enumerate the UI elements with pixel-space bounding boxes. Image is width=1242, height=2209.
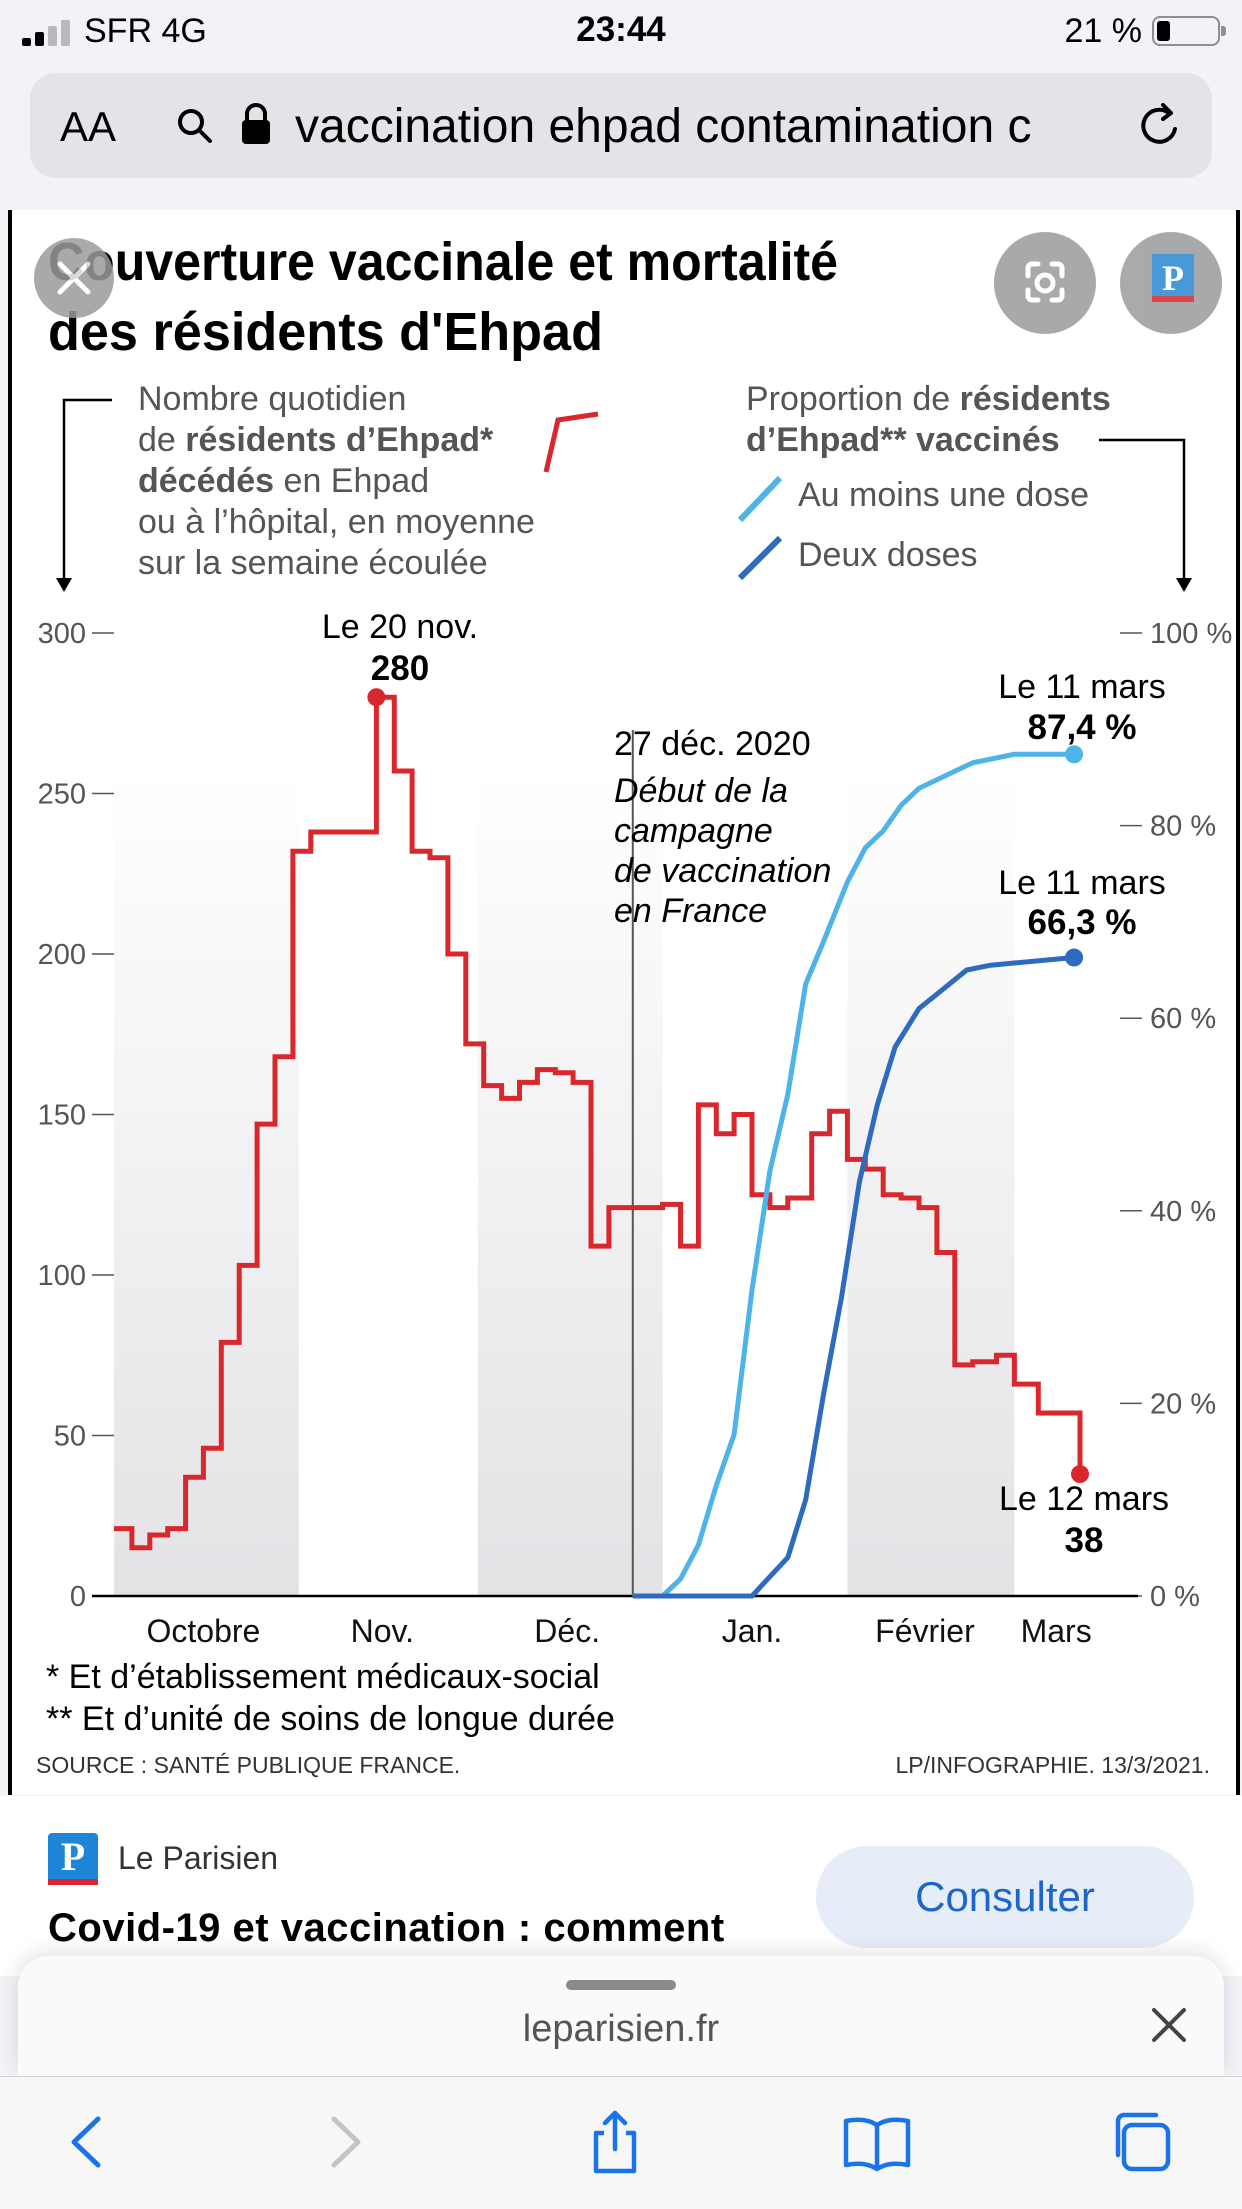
campaign-text-1: Début de la bbox=[614, 772, 788, 810]
carrier-label: SFR 4G bbox=[84, 12, 207, 50]
battery-icon bbox=[1152, 16, 1226, 46]
source-credit: SOURCE : SANTÉ PUBLIQUE FRANCE. bbox=[36, 1752, 460, 1778]
address-bar[interactable]: AA vaccination ehpad contamination c bbox=[30, 73, 1212, 178]
consult-button[interactable]: Consulter bbox=[816, 1846, 1194, 1948]
right-legend: Proportion de résidents d’Ehpad** vaccin… bbox=[737, 380, 1111, 581]
campaign-date: 27 déc. 2020 bbox=[614, 725, 811, 763]
bookmarks-icon[interactable] bbox=[842, 2107, 912, 2177]
left-legend: Nombre quotidien de résidents d’Ehpad* d… bbox=[138, 380, 535, 582]
reload-icon[interactable] bbox=[1135, 101, 1185, 151]
last-value: 38 bbox=[1065, 1521, 1104, 1560]
y-left-tick-label: 100 bbox=[38, 1260, 86, 1292]
article-headline[interactable]: Covid-19 et vaccination : comment bbox=[48, 1906, 725, 1950]
url-text[interactable]: vaccination ehpad contamination c bbox=[295, 100, 1032, 153]
y-left-tick-label: 50 bbox=[54, 1421, 86, 1453]
last-label: Le 12 mars bbox=[999, 1480, 1169, 1518]
series-line-dose2 bbox=[632, 955, 1075, 1599]
bottom-sheet[interactable]: leparisien.fr bbox=[18, 1956, 1224, 2076]
y-left-tick-label: 150 bbox=[38, 1100, 86, 1132]
publisher-badge-button[interactable]: P bbox=[1120, 232, 1222, 334]
y-right-tick-label: 100 % bbox=[1150, 618, 1232, 650]
campaign-text-4: en France bbox=[614, 892, 767, 930]
y-right-tick-label: 40 % bbox=[1150, 1196, 1216, 1228]
y-right-tick-label: 0 % bbox=[1150, 1581, 1200, 1613]
y-left-tick-label: 250 bbox=[38, 779, 86, 811]
back-icon[interactable] bbox=[52, 2107, 122, 2177]
peak-point bbox=[367, 688, 386, 707]
last-death-point bbox=[1071, 1465, 1089, 1484]
infographic: Couverture vaccinale et mortalité des ré… bbox=[8, 210, 1240, 1795]
x-tick-label: Février bbox=[875, 1613, 975, 1649]
x-tick-label: Nov. bbox=[351, 1613, 414, 1649]
svg-text:d’Ehpad** vaccinés: d’Ehpad** vaccinés bbox=[746, 421, 1060, 459]
y-right-tick-label: 60 % bbox=[1150, 1003, 1216, 1035]
y-right-tick-label: 20 % bbox=[1150, 1388, 1216, 1420]
campaign-text-2: campagne bbox=[614, 812, 773, 850]
y-left-tick-label: 200 bbox=[38, 939, 86, 971]
campaign-text-3: de vaccination bbox=[614, 852, 831, 890]
sheet-domain[interactable]: leparisien.fr bbox=[522, 2008, 720, 2050]
le-parisien-logo-icon: P bbox=[1152, 254, 1194, 302]
month-band-2 bbox=[847, 770, 1015, 1596]
chart-title-line2: des résidents d'Ehpad bbox=[48, 302, 603, 362]
left-legend-line1: Nombre quotidien bbox=[138, 380, 406, 418]
lens-search-button[interactable] bbox=[994, 232, 1096, 334]
text-size-button[interactable]: AA bbox=[60, 103, 117, 150]
battery-percent: 21 % bbox=[1064, 12, 1143, 50]
lock-icon bbox=[242, 103, 270, 144]
left-legend-line3: décédés en Ehpad bbox=[138, 462, 429, 500]
month-band-0 bbox=[114, 770, 299, 1596]
chart: Couverture vaccinale et mortalité des ré… bbox=[36, 232, 1232, 1778]
sheet-grabber[interactable] bbox=[566, 1980, 676, 1990]
x-tick-label: Jan. bbox=[722, 1613, 782, 1649]
y-left-tick-label: 0 bbox=[70, 1581, 86, 1613]
close-icon[interactable] bbox=[1144, 2000, 1194, 2050]
browser-toolbar bbox=[0, 2076, 1242, 2209]
left-legend-line4: ou à l’hôpital, en moyenne bbox=[138, 503, 535, 541]
footnote-2: ** Et d’unité de soins de longue durée bbox=[46, 1700, 615, 1738]
legend-dose2: Deux doses bbox=[798, 536, 978, 574]
x-tick-label: Déc. bbox=[534, 1613, 600, 1649]
dose2-label: Le 11 mars bbox=[998, 864, 1166, 902]
dose2-end-point bbox=[1065, 948, 1084, 967]
left-legend-line5: sur la semaine écoulée bbox=[138, 544, 488, 582]
share-icon[interactable] bbox=[580, 2107, 650, 2177]
y-left-tick-label: 300 bbox=[38, 618, 86, 650]
close-icon bbox=[57, 261, 91, 295]
legend-dose1: Au moins une dose bbox=[798, 476, 1089, 514]
cell-signal-icon bbox=[22, 18, 74, 46]
series-line-dose1 bbox=[632, 751, 1074, 1599]
chart-title-line1: Couverture vaccinale et mortalité bbox=[48, 232, 838, 292]
lens-icon bbox=[1025, 261, 1065, 303]
peak-label: Le 20 nov. bbox=[322, 608, 478, 646]
le-parisien-logo-icon: P bbox=[48, 1833, 98, 1885]
series-line-deaths bbox=[114, 694, 1083, 1551]
peak-value: 280 bbox=[371, 649, 429, 688]
forward-icon[interactable] bbox=[310, 2107, 380, 2177]
legend-swatch-deaths bbox=[543, 411, 599, 473]
dose1-value: 87,4 % bbox=[1028, 708, 1137, 747]
status-bar: SFR 4G 23:44 21 % bbox=[0, 0, 1242, 64]
x-tick-label: Octobre bbox=[147, 1613, 261, 1649]
x-tick-label: Mars bbox=[1021, 1613, 1092, 1649]
svg-text:P: P bbox=[1162, 258, 1184, 298]
y-right-tick-label: 80 % bbox=[1150, 811, 1216, 843]
infographic-credit: LP/INFOGRAPHIE. 13/3/2021. bbox=[896, 1752, 1210, 1778]
dose1-end-point bbox=[1065, 745, 1084, 764]
dose1-label: Le 11 mars bbox=[998, 668, 1166, 706]
search-icon bbox=[178, 109, 212, 143]
footnote-1: * Et d’établissement médicaux-social bbox=[46, 1658, 600, 1696]
tabs-icon[interactable] bbox=[1108, 2107, 1178, 2177]
dose2-value: 66,3 % bbox=[1028, 903, 1137, 942]
close-overlay-button[interactable] bbox=[34, 238, 114, 318]
clock: 23:44 bbox=[576, 10, 666, 49]
left-legend-line2: de résidents d’Ehpad* bbox=[138, 421, 494, 459]
article-card[interactable]: P Le Parisien Covid-19 et vaccination : … bbox=[0, 1796, 1242, 1976]
source-name: Le Parisien bbox=[118, 1840, 279, 1876]
svg-text:Proportion de résidents: Proportion de résidents bbox=[746, 380, 1111, 418]
